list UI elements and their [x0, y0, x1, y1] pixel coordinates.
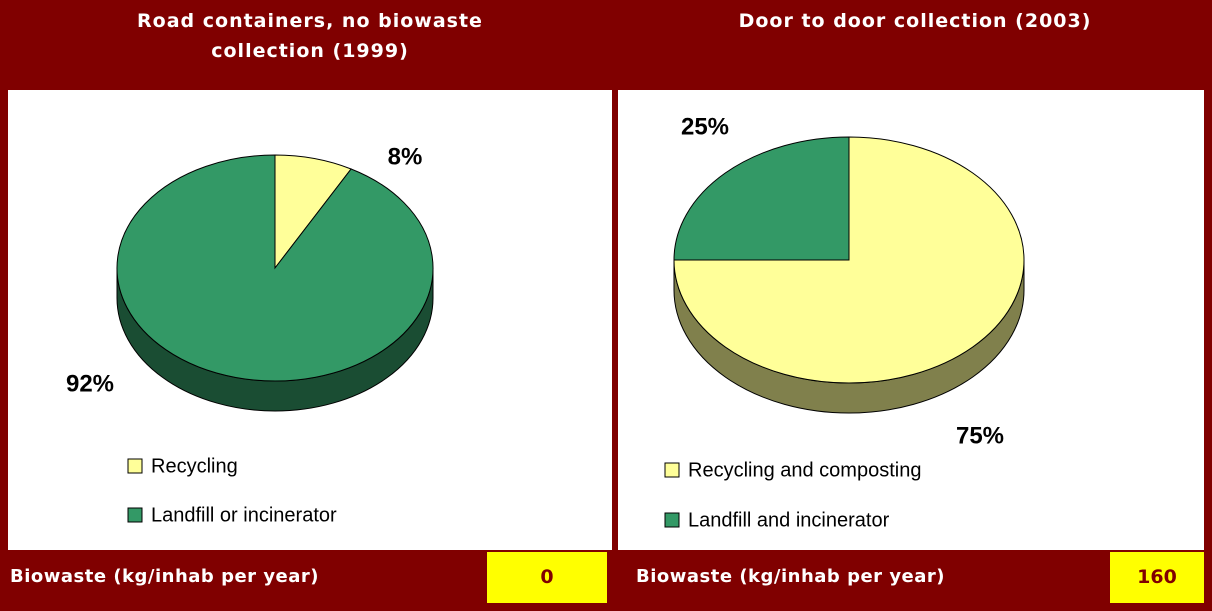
legend-swatch: [664, 512, 680, 528]
footer-value: 160: [1110, 552, 1204, 603]
legend-label: Recycling and composting: [688, 459, 921, 481]
footer-label: Biowaste (kg/inhab per year): [10, 566, 320, 587]
legend-swatch: [127, 507, 143, 523]
data-label: 92%: [66, 370, 114, 397]
legend-swatch: [127, 458, 143, 474]
data-label: 75%: [956, 422, 1004, 449]
data-label: 8%: [388, 143, 423, 170]
legend-label: Landfill and incinerator: [688, 509, 890, 531]
legend-label: Landfill or incinerator: [151, 504, 337, 526]
legend-swatch: [664, 462, 680, 478]
footer-label: Biowaste (kg/inhab per year): [636, 566, 946, 587]
panel-title: Door to door collection (2003): [738, 10, 1092, 32]
pie-slice: [116, 154, 434, 382]
legend-label: Recycling: [151, 455, 238, 477]
footer-value: 0: [487, 552, 607, 603]
data-label: 25%: [681, 113, 729, 140]
pie-slice: [673, 136, 850, 261]
panel-title: Road containers, no biowaste collection …: [137, 10, 483, 62]
